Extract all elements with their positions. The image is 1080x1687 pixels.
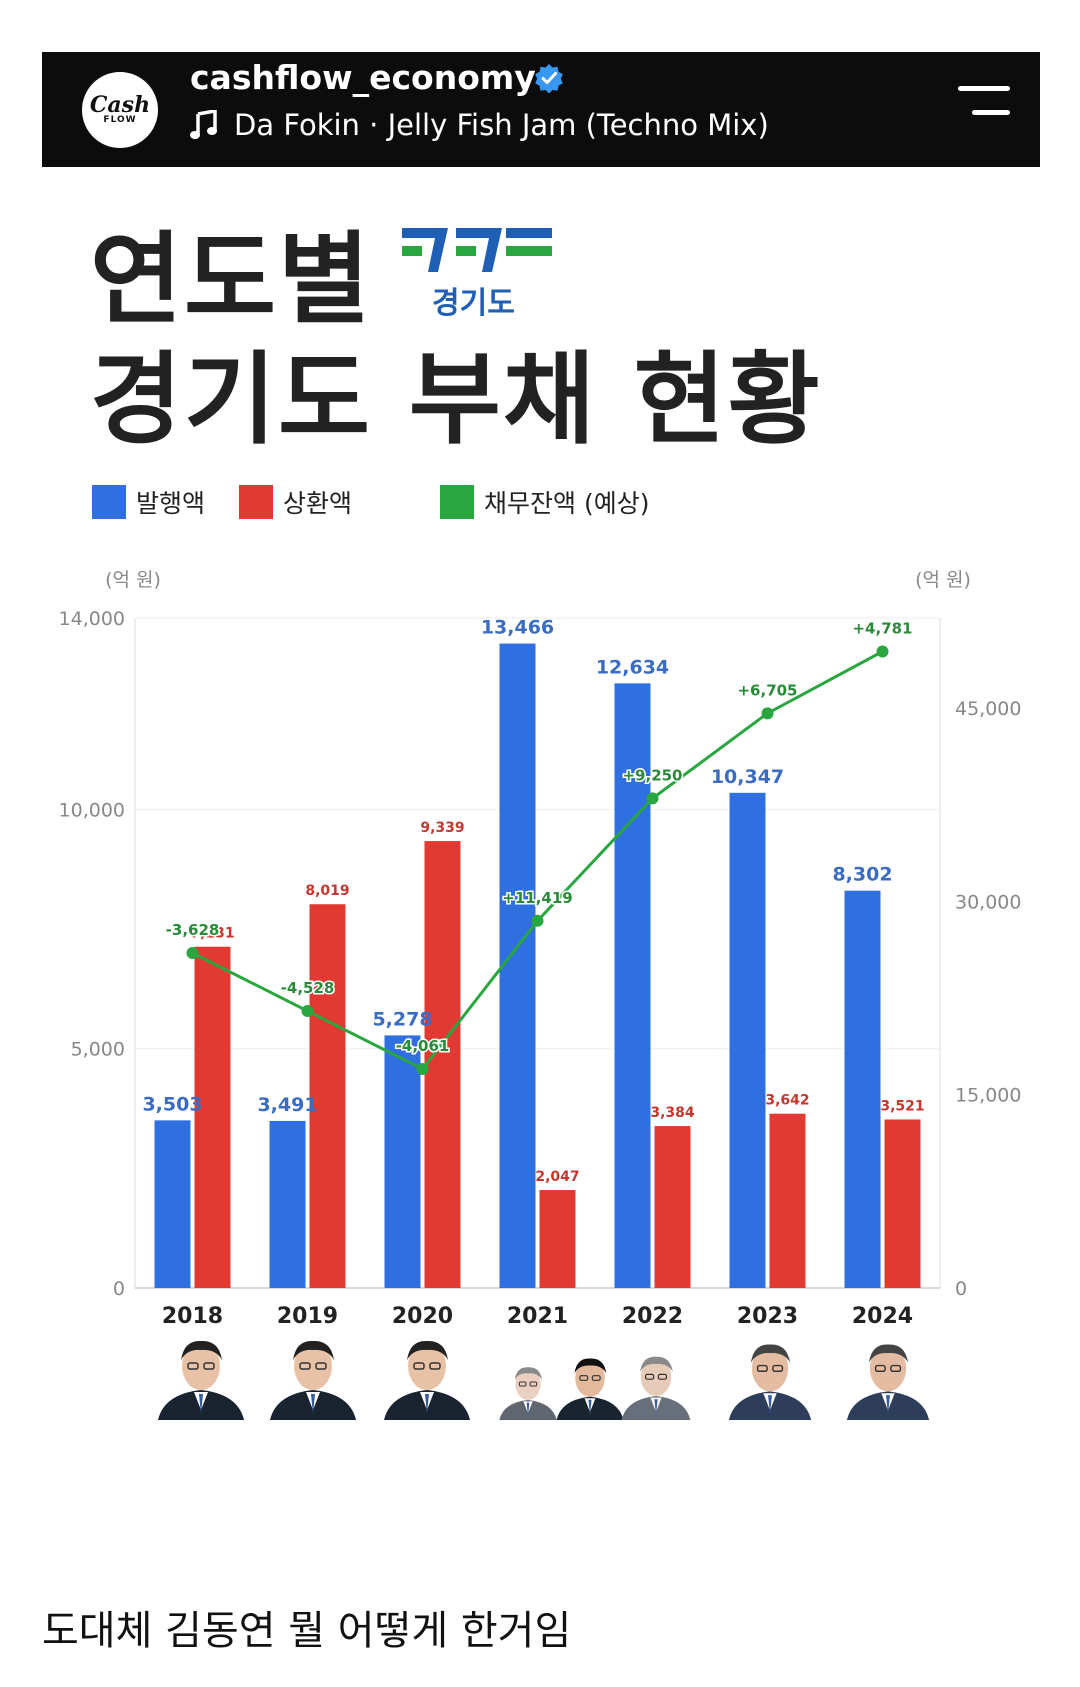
x-tick-label: 2019	[277, 1304, 338, 1329]
left-axis-unit: (억 원)	[105, 569, 161, 591]
bar-label-issuance: 8,302	[832, 864, 892, 886]
bar-label-repayment: 2,047	[535, 1169, 579, 1185]
legend-item-issuance: 발행액	[92, 484, 205, 520]
debt-chart: 0 5,000 10,000 14,000 0 15,000 30,000 45,000 (억 …	[59, 569, 1022, 1329]
bar-repayment	[309, 904, 346, 1288]
bar-issuance	[499, 643, 536, 1288]
debt-balance-point	[761, 707, 774, 720]
bar-label-issuance: 10,347	[711, 766, 784, 788]
menu-icon[interactable]	[958, 84, 1010, 120]
governor-portrait-2024	[845, 1330, 931, 1420]
bar-label-issuance: 3,503	[142, 1093, 202, 1115]
bar-label-repayment: 3,521	[880, 1098, 924, 1114]
bar-issuance	[614, 683, 651, 1288]
governor-portrait-2021-c	[620, 1330, 692, 1420]
right-tick-label: 30,000	[955, 891, 1021, 913]
x-tick-label: 2020	[392, 1304, 453, 1329]
debt-balance-label: +6,705	[737, 681, 797, 699]
debt-balance-point	[416, 1062, 429, 1075]
bar-label-issuance: 3,491	[257, 1094, 317, 1116]
governor-portrait-2021-a	[498, 1330, 558, 1420]
governor-portrait-2020	[381, 1330, 473, 1420]
governor-portrait-2023	[727, 1330, 813, 1420]
bar-issuance	[154, 1120, 191, 1288]
debt-balance-label: -4,528	[281, 979, 335, 997]
x-tick-label: 2022	[622, 1304, 683, 1329]
gyeonggi-logo-icon	[402, 228, 552, 272]
chart-title-line1: 연도별	[90, 221, 372, 338]
bar-repayment	[769, 1113, 806, 1288]
right-tick-label: 45,000	[955, 698, 1021, 720]
left-tick-label: 10,000	[59, 799, 125, 821]
left-tick-label: 0	[113, 1278, 125, 1300]
bar-repayment	[539, 1190, 576, 1288]
bar-label-repayment: 3,384	[650, 1105, 695, 1121]
bar-issuance	[269, 1120, 306, 1288]
debt-balance-label: +4,781	[852, 620, 912, 638]
debt-balance-point	[186, 947, 199, 959]
bar-label-issuance: 5,278	[372, 1008, 432, 1030]
legend-label: 발행액	[136, 489, 206, 518]
legend-label: 상환액	[283, 489, 353, 518]
debt-balance-point	[301, 1004, 314, 1017]
verified-badge-icon	[535, 64, 563, 93]
account-avatar[interactable]: Cash FLOW	[82, 72, 158, 148]
avatar-logo-subtext: FLOW	[103, 115, 137, 125]
debt-balance-label: -4,061	[396, 1037, 450, 1055]
post-header: Cash FLOW cashflow_economy Da Fokin · Je…	[42, 52, 1040, 167]
legend-swatch-blue	[92, 485, 126, 519]
debt-balance-label: -3,628	[166, 921, 220, 939]
chart-legend: 발행액 상환액 채무잔액 (예상)	[92, 484, 650, 520]
avatar-logo-text: Cash	[89, 92, 151, 118]
bar-label-repayment: 9,339	[420, 820, 464, 836]
bar-label-issuance: 13,466	[481, 617, 554, 639]
x-tick-label: 2021	[507, 1304, 568, 1329]
bar-label-repayment: 3,642	[765, 1093, 809, 1109]
x-tick-label: 2018	[162, 1304, 223, 1329]
chart-title-line2: 경기도 부채 현황	[90, 341, 822, 458]
debt-balance-point	[876, 645, 889, 658]
music-track: Da Fokin · Jelly Fish Jam (Techno Mix)	[234, 108, 769, 142]
logo-label: 경기도	[432, 286, 515, 321]
legend-swatch-red	[239, 485, 274, 519]
left-tick-label: 14,000	[59, 608, 125, 630]
debt-balance-label: +9,250	[622, 766, 682, 784]
governor-portrait-2019	[267, 1330, 359, 1420]
debt-balance-line	[191, 650, 884, 1071]
right-axis-unit: (억 원)	[915, 569, 971, 591]
bar-repayment	[424, 841, 461, 1288]
bar-issuance	[729, 792, 766, 1288]
debt-balance-point	[531, 914, 544, 927]
debt-balance-point	[646, 792, 659, 805]
governor-portrait-2021-b	[555, 1330, 625, 1420]
left-tick-label: 5,000	[71, 1039, 125, 1061]
post-caption: 도대체 김동연 뭘 어떻게 한거임	[42, 1608, 572, 1654]
bar-repayment	[654, 1126, 691, 1288]
music-info[interactable]: Da Fokin · Jelly Fish Jam (Techno Mix)	[190, 108, 769, 142]
governor-portrait-2018	[155, 1330, 247, 1420]
x-tick-label: 2024	[852, 1304, 913, 1329]
legend-item-repayment: 상환액	[239, 484, 352, 520]
legend-label: 채무잔액 (예상)	[484, 489, 650, 518]
bar-label-issuance: 12,634	[596, 656, 669, 678]
bar-label-repayment: 8,019	[305, 883, 349, 899]
bar-issuance	[384, 1035, 421, 1288]
right-tick-label: 15,000	[955, 1085, 1021, 1107]
music-note-icon	[190, 110, 217, 139]
legend-swatch-green	[440, 485, 475, 519]
account-name[interactable]: cashflow_economy	[190, 58, 536, 97]
debt-balance-label: +11,419	[502, 889, 572, 907]
bar-repayment	[194, 946, 231, 1288]
bar-issuance	[844, 890, 881, 1288]
bar-label-repayment: 7,131	[190, 926, 234, 942]
x-tick-label: 2023	[737, 1304, 798, 1329]
right-tick-label: 0	[955, 1278, 967, 1300]
bar-repayment	[884, 1119, 921, 1288]
legend-item-debt-balance: 채무잔액 (예상)	[440, 484, 650, 520]
